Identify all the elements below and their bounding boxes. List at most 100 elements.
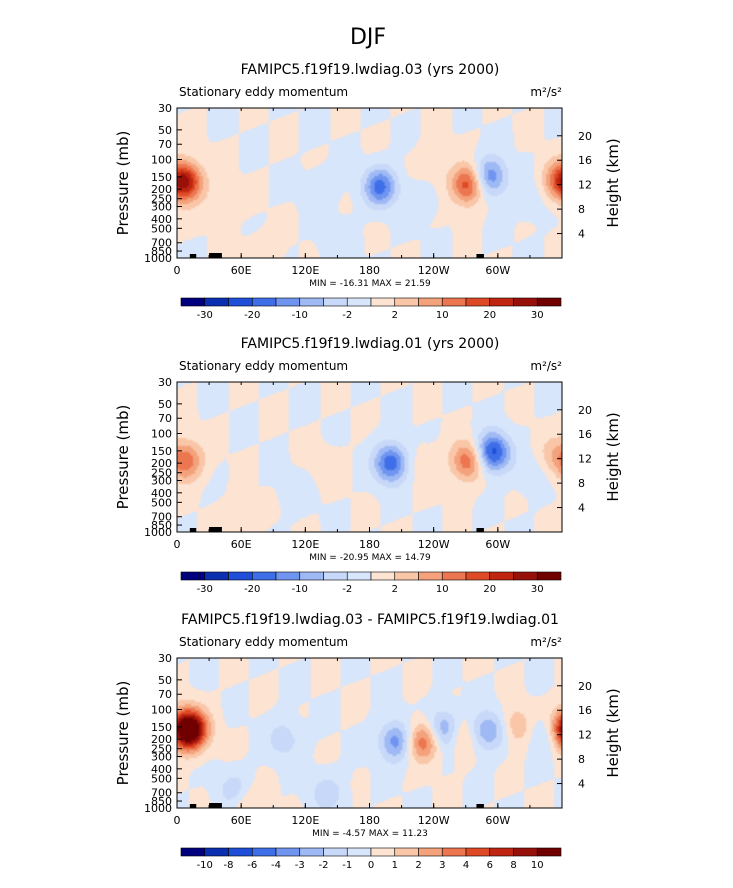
x-tick-label: 0 (174, 264, 181, 277)
colorbar-label: -2 (319, 860, 329, 871)
colorbar-swatch (299, 847, 324, 857)
pressure-tick-label: 250 (151, 743, 172, 756)
colorbar-swatch (418, 847, 443, 857)
colorbar-swatch (275, 847, 301, 857)
colorbar-swatch (275, 297, 301, 307)
pressure-tick-label: 500 (151, 222, 172, 235)
pressure-tick-label: 700 (151, 511, 172, 524)
panel-left-label: Stationary eddy momentum (179, 359, 348, 373)
panel-title: FAMIPC5.f19f19.lwdiag.01 (yrs 2000) (241, 336, 500, 352)
colorbar-swatch (513, 297, 538, 307)
colorbar-swatch (323, 571, 348, 581)
colorbar-swatch (180, 847, 206, 857)
colorbar: -30 -20 -10 -2 2 10 20 30 (180, 297, 562, 321)
x-tick-label: 120E (291, 538, 319, 551)
colorbar-label: 2 (392, 584, 398, 595)
pressure-tick-label: 700 (151, 237, 172, 250)
y-axis-label-right: Height (km) (604, 688, 622, 777)
pressure-tick-label: 850 (151, 245, 172, 258)
topography (189, 527, 484, 532)
pressure-tick-label: 1000 (144, 802, 172, 815)
pressure-tick-label: 30 (158, 102, 172, 115)
colorbar-swatch (323, 847, 348, 857)
x-tick-label: 180 (359, 538, 380, 551)
pressure-tick-label: 150 (151, 171, 172, 184)
pressure-tick-label: 1000 (144, 526, 172, 539)
colorbar: -30 -20 -10 -2 2 10 20 30 (180, 571, 562, 595)
colorbar-label: -3 (295, 860, 305, 871)
x-tick-label: 60W (485, 538, 510, 551)
colorbar-label: 30 (531, 584, 544, 595)
pressure-tick-label: 300 (151, 750, 172, 763)
colorbar-label: -10 (292, 310, 308, 321)
colorbar-label: -4 (271, 860, 281, 871)
colorbar-swatch (275, 571, 301, 581)
x-tick-label: 0 (174, 814, 181, 827)
pressure-tick-label: 200 (151, 183, 172, 196)
pressure-tick-label: 850 (151, 795, 172, 808)
colorbar-label: -30 (197, 310, 213, 321)
chart-panel-1: FAMIPC5.f19f19.lwdiag.03 (yrs 2000) Stati… (114, 62, 622, 321)
colorbar-label: 2 (415, 860, 421, 871)
height-tick-label: 8 (578, 477, 585, 490)
x-tick-label: 60W (485, 264, 510, 277)
colorbar-swatch (204, 297, 229, 307)
pressure-tick-label: 50 (158, 674, 172, 687)
colorbar-label: -2 (342, 584, 352, 595)
min-max-stats: MIN = -20.95 MAX = 14.79 (309, 553, 431, 563)
pressure-tick-label: 850 (151, 519, 172, 532)
chart-panel-2: FAMIPC5.f19f19.lwdiag.01 (yrs 2000) Stati… (114, 336, 622, 595)
colorbar-swatch (418, 297, 443, 307)
colorbar-swatch (418, 571, 443, 581)
colorbar-swatch (465, 571, 491, 581)
x-tick-label: 120E (291, 264, 319, 277)
colorbar-swatch (251, 297, 277, 307)
pressure-tick-label: 100 (151, 154, 172, 167)
x-tick-label: 60E (231, 538, 252, 551)
x-tick-label: 60E (231, 814, 252, 827)
y-axis-label: Pressure (mb) (114, 405, 132, 510)
panel-left-label: Stationary eddy momentum (179, 85, 348, 99)
x-tick-label: 180 (359, 264, 380, 277)
x-tick-label: 120W (418, 538, 450, 551)
colorbar-label: 1 (392, 860, 398, 871)
colorbar-label: 10 (436, 310, 449, 321)
pressure-tick-label: 400 (151, 213, 172, 226)
colorbar-label: 20 (483, 584, 496, 595)
colorbar-label: 10 (531, 860, 544, 871)
colorbar-label: -10 (292, 584, 308, 595)
height-tick-label: 4 (578, 228, 585, 241)
height-tick-label: 8 (578, 753, 585, 766)
height-tick-label: 12 (578, 179, 592, 192)
min-max-stats: MIN = -4.57 MAX = 11.23 (312, 829, 428, 839)
height-tick-label: 8 (578, 203, 585, 216)
colorbar-swatch (536, 847, 562, 857)
topo-bar (189, 254, 197, 258)
min-max-stats: MIN = -16.31 MAX = 21.59 (309, 279, 431, 289)
colorbar-swatch (251, 571, 277, 581)
colorbar-swatch (370, 847, 396, 857)
colorbar-swatch (489, 571, 514, 581)
pressure-tick-label: 30 (158, 652, 172, 665)
topo-bar (476, 804, 484, 808)
colorbar-label: 8 (510, 860, 516, 871)
pressure-tick-label: 100 (151, 704, 172, 717)
colorbar-swatch (441, 571, 467, 581)
topo-bar (189, 528, 197, 532)
pressure-tick-label: 1000 (144, 252, 172, 265)
height-tick-label: 16 (578, 704, 592, 717)
pressure-tick-label: 50 (158, 398, 172, 411)
chart-panel-3: FAMIPC5.f19f19.lwdiag.03 - FAMIPC5.f19f1… (114, 612, 622, 871)
panel-units: m²/s² (530, 635, 562, 649)
y-axis-label-right: Height (km) (604, 138, 622, 227)
colorbar-swatch (228, 847, 253, 857)
colorbar-label: -20 (244, 310, 260, 321)
topo-bar (209, 527, 222, 532)
contour-field (177, 382, 562, 532)
colorbar-swatch (513, 571, 538, 581)
colorbar-swatch (299, 571, 324, 581)
colorbar-label: 10 (436, 584, 449, 595)
contour-field (177, 108, 562, 258)
colorbar-swatch (228, 571, 253, 581)
colorbar-label: 0 (368, 860, 374, 871)
